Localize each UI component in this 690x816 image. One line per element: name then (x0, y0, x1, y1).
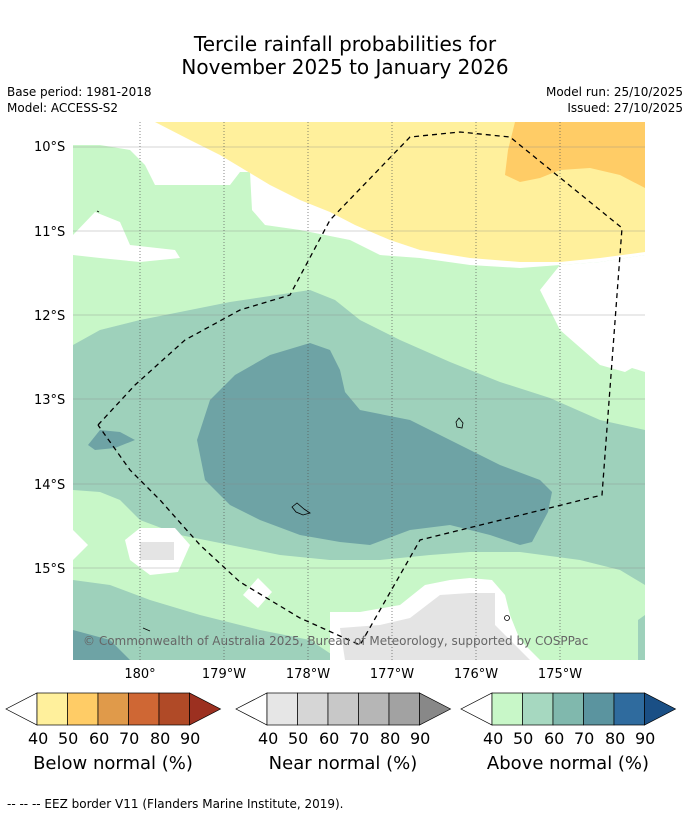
island-southwest (142, 627, 151, 632)
near-tick-50: 50 (288, 729, 309, 748)
above-normal-label: Above normal (%) (486, 753, 650, 774)
near-colorbar-segment-5 (388, 692, 420, 726)
near-tick-70: 70 (349, 729, 370, 748)
below-tick-40: 40 (28, 729, 49, 748)
near-tick-80: 80 (380, 729, 401, 748)
lon-label-176w: 176°W (454, 667, 498, 682)
above-tick-40: 40 (483, 729, 504, 748)
below-tick-80: 80 (150, 729, 171, 748)
above-normal-70-islet (88, 430, 135, 450)
above-tick-50: 50 (513, 729, 534, 748)
lon-label-178w: 178°W (286, 667, 330, 682)
below-normal-60-region (505, 122, 645, 188)
eez-border-legend: -- -- -- EEZ border V11 (Flanders Marine… (7, 797, 344, 811)
lat-label-14s: 14°S (34, 478, 65, 493)
below-normal-label: Below normal (%) (33, 753, 193, 774)
island-central (291, 502, 311, 516)
above-colorbar-segment-3 (552, 692, 584, 726)
above-colorbar-under-arrow (460, 692, 493, 726)
no-dominant-gap-east (540, 255, 645, 372)
above-normal-60-southeast (638, 615, 645, 660)
map-plot-area: © Commonwealth of Australia 2025, Bureau… (73, 122, 645, 660)
above-colorbar-segment-5 (613, 692, 645, 726)
near-colorbar-over-arrow (419, 692, 452, 726)
above-colorbar-over-arrow (644, 692, 677, 726)
below-tick-90: 90 (180, 729, 201, 748)
above-colorbar-segment-2 (522, 692, 554, 726)
above-normal-70-corner (73, 630, 130, 660)
issued-date: Issued: 27/10/2025 (567, 101, 683, 115)
near-colorbar-segment-2 (297, 692, 329, 726)
above-colorbar-segment-4 (583, 692, 615, 726)
below-tick-50: 50 (58, 729, 79, 748)
lat-label-12s: 12°S (34, 309, 65, 324)
near-tick-90: 90 (410, 729, 431, 748)
below-colorbar-segment-5 (158, 692, 190, 726)
lon-label-177w: 177°W (370, 667, 414, 682)
map-title-line2: November 2025 to January 2026 (181, 55, 509, 79)
eez-border (97, 131, 623, 646)
lon-label-180: 180° (124, 667, 155, 682)
below-tick-60: 60 (89, 729, 110, 748)
below-normal-colorbar (5, 692, 222, 726)
above-tick-60: 60 (544, 729, 565, 748)
lat-label-13s: 13°S (34, 393, 65, 408)
lon-label-175w: 175°W (538, 667, 582, 682)
island-west (96, 210, 100, 213)
lon-label-179w: 179°W (202, 667, 246, 682)
near-colorbar-segment-1 (266, 692, 298, 726)
below-colorbar-segment-4 (128, 692, 160, 726)
near-normal-colorbar (235, 692, 452, 726)
near-normal-label: Near normal (%) (268, 753, 418, 774)
below-colorbar-over-arrow (189, 692, 222, 726)
above-tick-80: 80 (605, 729, 626, 748)
base-period: Base period: 1981-2018 (7, 85, 152, 99)
above-normal-colorbar (460, 692, 677, 726)
copyright-notice: © Commonwealth of Australia 2025, Bureau… (83, 634, 588, 648)
model-run: Model run: 25/10/2025 (545, 85, 683, 99)
below-colorbar-segment-2 (67, 692, 99, 726)
colorbar-strip (5, 692, 677, 726)
near-normal-50-west-fill (140, 542, 174, 560)
below-tick-70: 70 (119, 729, 140, 748)
latitude-gridlines (73, 146, 645, 569)
model-name: Model: ACCESS-S2 (7, 101, 119, 115)
lat-label-11s: 11°S (34, 225, 65, 240)
above-colorbar-segment-1 (491, 692, 523, 726)
below-colorbar-segment-3 (97, 692, 129, 726)
near-tick-40: 40 (258, 729, 279, 748)
above-tick-70: 70 (574, 729, 595, 748)
island-northeast (455, 417, 464, 429)
near-tick-60: 60 (319, 729, 340, 748)
near-normal-50-south-fill (340, 593, 530, 660)
above-tick-90: 90 (635, 729, 656, 748)
lat-label-15s: 15°S (34, 562, 65, 577)
near-colorbar-segment-3 (327, 692, 359, 726)
no-dominant-gap-west (73, 212, 180, 262)
rainfall-probability-map: © Commonwealth of Australia 2025, Bureau… (34, 122, 645, 682)
island-southeast (504, 615, 510, 621)
near-colorbar-under-arrow (235, 692, 268, 726)
no-dominant-west-notch (73, 530, 88, 560)
below-colorbar-segment-1 (36, 692, 68, 726)
lat-label-10s: 10°S (34, 140, 65, 155)
below-colorbar-under-arrow (5, 692, 38, 726)
map-title-line1: Tercile rainfall probabilities for (193, 32, 497, 56)
near-colorbar-segment-4 (358, 692, 390, 726)
above-normal-70-region (197, 343, 552, 545)
